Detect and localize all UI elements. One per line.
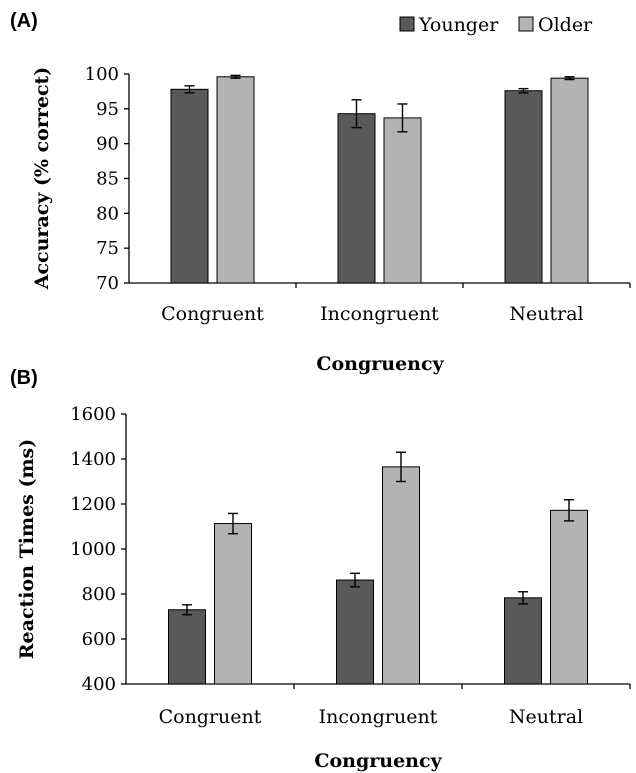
y-tick-label: 1000 [70, 539, 116, 560]
y-tick-label: 400 [82, 674, 116, 695]
chart-panel-a: 70 75 80 85 90 95 100 Congruent Incongruent Neutr… [31, 64, 631, 375]
y-tick-label: 80 [96, 203, 119, 224]
y-tick-label: 800 [82, 584, 116, 605]
panel-label-a: (A) [10, 10, 38, 32]
bar-younger [337, 113, 376, 284]
y-axis-title: Reaction Times (ms) [16, 439, 38, 660]
legend-swatch-younger [399, 16, 415, 32]
y-tick-label: 70 [96, 273, 119, 294]
x-tick-label: Neutral [509, 303, 583, 325]
bar-older [214, 523, 252, 685]
y-tick-label: 1600 [70, 404, 116, 425]
x-tick-label: Incongruent [320, 303, 439, 325]
y-tick-label: 75 [96, 238, 119, 259]
legend: Younger Older [399, 14, 593, 36]
panel-label-b: (B) [10, 367, 38, 389]
y-tick-label: 85 [96, 169, 119, 190]
y-tick-label: 100 [85, 64, 119, 85]
bar-older [550, 77, 589, 284]
legend-swatch-older [518, 16, 534, 32]
x-axis-title: Congruency [316, 353, 444, 375]
y-tick-label: 1400 [70, 449, 116, 470]
bar-older [383, 117, 422, 284]
bar-younger [170, 88, 209, 284]
bar-younger [504, 597, 542, 685]
bar-younger [168, 609, 206, 685]
bar-older [550, 509, 588, 685]
y-axis-title: Accuracy (% correct) [31, 67, 53, 291]
x-tick-label: Neutral [509, 706, 583, 728]
legend-label-older: Older [538, 14, 593, 36]
x-axis-title: Congruency [314, 750, 442, 772]
chart-panel-b: 400 600 800 1000 1200 1400 1600 Congruent Incong… [16, 404, 631, 772]
y-tick-label: 95 [96, 99, 119, 120]
legend-label-younger: Younger [418, 14, 499, 36]
bar-younger [504, 90, 543, 284]
bar-older [216, 76, 255, 284]
y-tick-label: 90 [96, 134, 119, 155]
x-tick-label: Congruent [161, 303, 264, 325]
bar-younger [336, 579, 374, 685]
x-tick-label: Incongruent [319, 706, 438, 728]
y-tick-label: 600 [82, 629, 116, 650]
y-tick-label: 1200 [70, 494, 116, 515]
bar-older [382, 466, 420, 685]
x-tick-label: Congruent [159, 706, 262, 728]
